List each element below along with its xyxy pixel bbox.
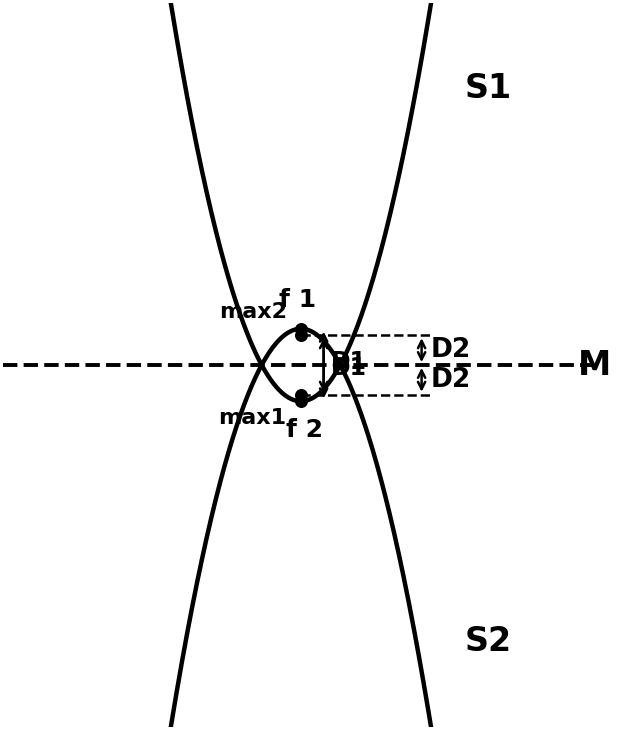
Text: max1: max1	[219, 408, 287, 428]
Text: f 2: f 2	[286, 418, 323, 442]
Text: D1: D1	[331, 350, 366, 374]
Point	[296, 389, 306, 401]
Text: S1: S1	[464, 72, 511, 105]
Text: M: M	[578, 348, 611, 382]
Text: D2: D2	[430, 366, 470, 393]
Text: f 1: f 1	[279, 288, 316, 312]
Text: D2: D2	[430, 337, 470, 364]
Text: S2: S2	[464, 625, 511, 658]
Text: D1: D1	[331, 356, 366, 380]
Point	[296, 323, 306, 334]
Point	[296, 396, 306, 407]
Text: max2: max2	[219, 302, 287, 322]
Point	[296, 329, 306, 341]
